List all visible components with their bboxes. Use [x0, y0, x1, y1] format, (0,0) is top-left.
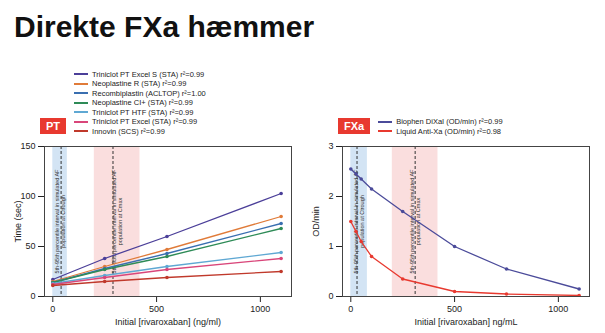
svg-text:500: 500	[149, 304, 164, 314]
svg-text:100: 100	[20, 191, 35, 201]
html-text:Neoplastine R (STA) r²=0.99: Neoplastine R (STA) r²=0.99	[92, 79, 187, 88]
svg-text:5th-95th percentile interval i: 5th-95th percentile interval in simulate…	[111, 169, 123, 274]
svg-text:50: 50	[25, 241, 35, 251]
svg-text:OD/min: OD/min	[311, 206, 321, 237]
svg-text:0: 0	[328, 291, 333, 301]
html-text:Liquid Anti-Xa (OD/min) r²=0.9: Liquid Anti-Xa (OD/min) r²=0.98	[396, 126, 501, 136]
svg-text:Initial [rivaroxaban] ng/mL: Initial [rivaroxaban] ng/mL	[414, 317, 517, 327]
html-text:Biophen DiXaI (OD/min) r²=0.99: Biophen DiXaI (OD/min) r²=0.99	[396, 117, 503, 126]
html-text:FXa: FXa	[344, 120, 365, 132]
svg-text:0: 0	[348, 304, 353, 314]
html-text:PT: PT	[46, 120, 61, 132]
html-text:Direkte FXa hæmmer: Direkte FXa hæmmer	[14, 10, 315, 43]
svg-text:5th-95th percentile interval i: 5th-95th percentile interval in simulate…	[54, 169, 66, 274]
html-text:Triniclot PT HTF (STA) r²=0.99: Triniclot PT HTF (STA) r²=0.99	[92, 107, 194, 117]
svg-text:500: 500	[447, 304, 462, 314]
svg-text:2: 2	[328, 191, 333, 201]
svg-text:Time (sec): Time (sec)	[13, 200, 23, 242]
svg-text:0: 0	[30, 291, 35, 301]
html-text:Neoplastine CI+ (STA) r²=0.99: Neoplastine CI+ (STA) r²=0.99	[92, 98, 193, 107]
svg-text:3: 3	[328, 141, 333, 151]
svg-text:5th-95th percentile interval i: 5th-95th percentile interval in simulate…	[353, 169, 365, 274]
html-text:Triniclot PT Excel (STA) r²=0.: Triniclot PT Excel (STA) r²=0.99	[92, 117, 198, 126]
svg-text:0: 0	[50, 304, 55, 314]
svg-text:150: 150	[20, 141, 35, 151]
svg-text:1000: 1000	[250, 304, 270, 314]
svg-text:1: 1	[328, 241, 333, 251]
svg-text:Initial [rivaroxaban] (ng/ml): Initial [rivaroxaban] (ng/ml)	[115, 317, 221, 327]
html-text:Innovin (SCS) r²=0.99: Innovin (SCS) r²=0.99	[92, 126, 165, 136]
html-text:Recombiplastin (ACLTOP) r²=1.0: Recombiplastin (ACLTOP) r²=1.00	[92, 88, 206, 98]
svg-text:5th-95th percentile interval i: 5th-95th percentile interval in simulate…	[409, 169, 421, 274]
html-text:Triniclot PT Excel S (STA) r²=: Triniclot PT Excel S (STA) r²=0.99	[92, 69, 205, 79]
svg-text:1000: 1000	[548, 304, 568, 314]
